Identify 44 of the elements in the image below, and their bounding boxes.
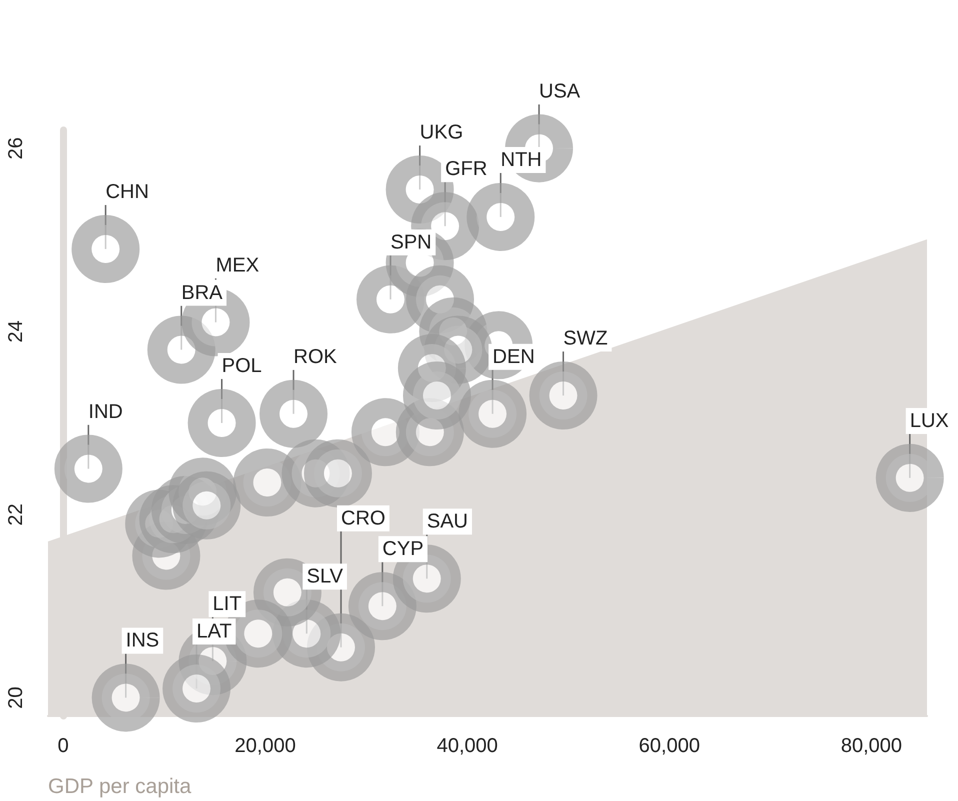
annotation: LUX (910, 410, 949, 432)
annotation: SLV (306, 566, 344, 588)
annotation: SPN (390, 231, 432, 254)
annotation: SWZ (563, 328, 608, 350)
y-tick-label: 24 (5, 320, 27, 343)
annotation: GFR (445, 158, 488, 180)
point (92, 664, 160, 732)
y-tick-label: 20 (5, 686, 27, 709)
annotation: CRO (341, 507, 386, 530)
annotation: CHN (106, 181, 149, 204)
point (466, 182, 535, 251)
y-tick-label: 26 (5, 137, 27, 160)
x-tick-label: 80,000 (840, 735, 902, 757)
point (304, 439, 372, 508)
point (162, 654, 231, 723)
x-axis-title: GDP per capita (48, 775, 192, 798)
point (876, 444, 944, 512)
annotation: CYP (382, 538, 424, 560)
y-tick-label: 22 (5, 503, 27, 526)
point (54, 434, 122, 503)
x-tick-label: 0 (58, 735, 69, 757)
annotation: LAT (196, 620, 232, 643)
point (529, 362, 598, 430)
x-tick-label: 20,000 (234, 735, 296, 757)
x-tick-label: 40,000 (436, 735, 498, 757)
x-tick-label: 60,000 (638, 735, 700, 757)
annotation: MEX (216, 254, 260, 276)
annotation: USA (539, 80, 581, 102)
annotation: DEN (492, 346, 535, 368)
point (260, 380, 328, 448)
point (403, 362, 471, 430)
point (188, 389, 256, 457)
point (72, 215, 140, 284)
annotation: POL (222, 355, 262, 377)
annotation: BRA (181, 282, 224, 304)
annotation: LIT (212, 593, 242, 616)
annotation: UKG (420, 122, 464, 144)
annotation: SAU (426, 510, 468, 533)
annotation: INS (126, 630, 160, 652)
annotation: ROK (294, 346, 338, 368)
point (172, 471, 241, 540)
point (458, 380, 527, 448)
annotation: IND (88, 400, 123, 423)
annotation: NTH (500, 148, 542, 171)
